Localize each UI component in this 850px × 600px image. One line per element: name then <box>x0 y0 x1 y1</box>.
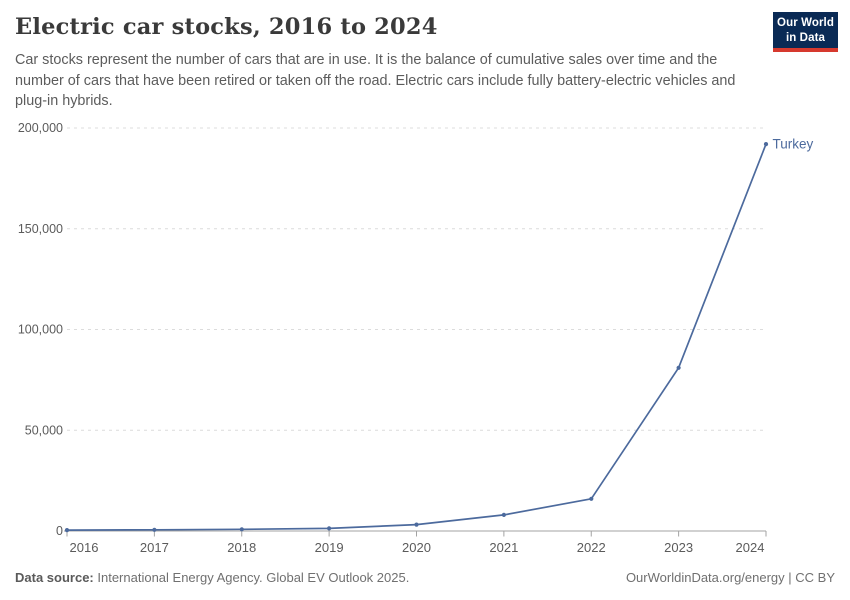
chart-header: Electric car stocks, 2016 to 2024 Car st… <box>15 14 760 112</box>
y-tick-label: 100,000 <box>18 323 63 337</box>
data-point[interactable] <box>589 496 594 501</box>
x-tick-label: 2018 <box>227 540 256 555</box>
owid-logo-line2: in Data <box>785 31 826 44</box>
data-source-label: Data source: <box>15 570 94 585</box>
data-source-note: Data source: International Energy Agency… <box>15 570 409 585</box>
x-tick-label: 2016 <box>70 540 99 555</box>
series-end-label[interactable]: Turkey <box>773 137 814 152</box>
y-tick-label: 200,000 <box>18 121 63 135</box>
data-point[interactable] <box>327 526 332 531</box>
x-tick-label: 2021 <box>489 540 518 555</box>
y-tick-label: 150,000 <box>18 222 63 236</box>
line-chart: 0 50,000 100,000 150,000 200,000 2016 2017 2018… <box>0 110 850 570</box>
data-point[interactable] <box>152 527 157 532</box>
data-point[interactable] <box>763 142 769 147</box>
owid-logo-line1: Our World <box>777 17 834 29</box>
page-title: Electric car stocks, 2016 to 2024 <box>15 14 438 40</box>
data-source-text: International Energy Agency. Global EV O… <box>93 570 410 585</box>
data-point[interactable] <box>64 528 70 533</box>
data-line[interactable] <box>66 143 767 531</box>
line-chart-canvas: 0 50,000 100,000 150,000 200,000 2016 2017 2018… <box>18 121 814 555</box>
x-tick-label: 2024 <box>736 540 765 555</box>
chart-subtitle: Car stocks represent the number of cars … <box>15 52 736 110</box>
data-point[interactable] <box>676 365 681 370</box>
data-point[interactable] <box>414 522 419 527</box>
data-point[interactable] <box>501 512 506 517</box>
chart-footer: Data source: International Energy Agency… <box>15 570 835 585</box>
x-tick-label: 2020 <box>402 540 431 555</box>
data-point[interactable] <box>239 527 244 532</box>
y-tick-label: 0 <box>56 524 63 538</box>
x-tick-label: 2019 <box>315 540 344 555</box>
x-tick-label: 2023 <box>664 540 693 555</box>
x-tick-label: 2017 <box>140 540 169 555</box>
credit-link[interactable]: OurWorldinData.org/energy | CC BY <box>625 570 835 585</box>
owid-logo[interactable]: Our World in Data <box>773 12 838 53</box>
x-tick-label: 2022 <box>577 540 606 555</box>
y-tick-label: 50,000 <box>25 423 63 437</box>
